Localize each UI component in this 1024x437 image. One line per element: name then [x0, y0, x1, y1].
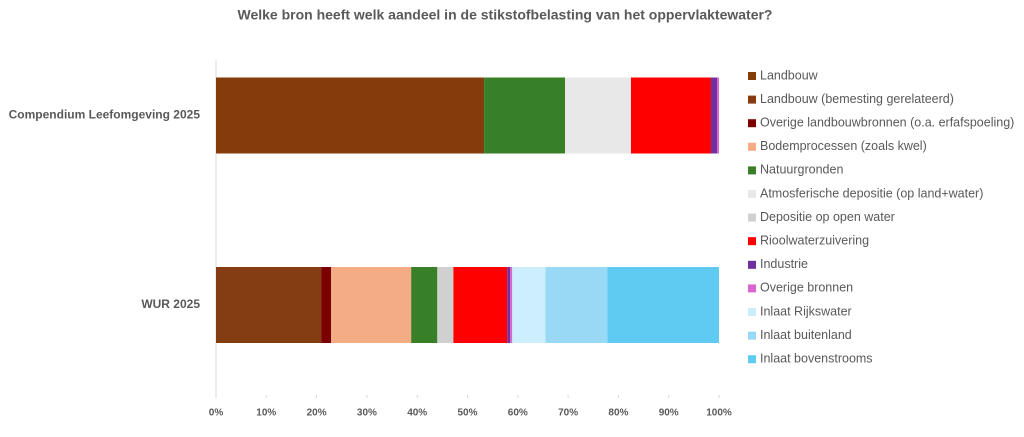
- x-tick-label: 20%: [307, 408, 327, 419]
- y-tick-label: Compendium Leefomgeving 2025: [9, 108, 201, 122]
- bar-segment: [453, 267, 508, 343]
- bar-segment: [484, 77, 566, 154]
- x-tick-label: 30%: [357, 408, 377, 419]
- bar-segment: [630, 77, 711, 154]
- x-tick-label: 40%: [407, 408, 427, 419]
- bar-segment: [545, 267, 608, 343]
- x-tick-label: 10%: [256, 408, 276, 419]
- bar-segment: [321, 267, 332, 343]
- bar-segment: [507, 267, 511, 343]
- legend-swatch: [748, 213, 756, 222]
- x-tick-label: 0%: [209, 408, 224, 419]
- bar-segment: [216, 267, 322, 343]
- legend-swatch: [748, 95, 756, 104]
- legend-swatch: [748, 166, 756, 175]
- legend-label: Overige landbouwbronnen (o.a. erfafspoel…: [760, 115, 1014, 129]
- legend-swatch: [748, 331, 756, 340]
- bar-segment: [716, 77, 719, 154]
- legend-swatch: [748, 190, 756, 198]
- legend-label: Landbouw: [760, 68, 819, 82]
- legend-label: Rioolwaterzuivering: [760, 233, 869, 247]
- legend-swatch: [748, 260, 756, 269]
- legend-label: Inlaat bovenstrooms: [760, 351, 873, 365]
- legend-swatch: [748, 237, 756, 246]
- legend-label: Bodemprocessen (zoals kwel): [760, 139, 927, 153]
- bar-segment: [331, 267, 412, 343]
- legend-label: Natuurgronden: [760, 163, 843, 177]
- legend-swatch: [748, 308, 756, 316]
- legend-label: Industrie: [760, 257, 808, 271]
- legend-label: Inlaat buitenland: [760, 328, 852, 342]
- bar-segment: [437, 267, 454, 343]
- legend-label: Depositie op open water: [760, 210, 895, 224]
- legend-label: Landbouw (bemesting gerelateerd): [760, 92, 954, 106]
- legend-label: Inlaat Rijkswater: [760, 304, 852, 318]
- bar-segment: [607, 267, 719, 343]
- legend-label: Atmosferische depositie (op land+water): [760, 186, 983, 200]
- chart-title: Welke bron heeft welk aandeel in de stik…: [237, 7, 772, 23]
- x-tick-label: 100%: [706, 408, 732, 419]
- bar-segment: [512, 267, 546, 343]
- bar-segment: [216, 77, 485, 154]
- y-tick-label: WUR 2025: [141, 297, 200, 311]
- bar-segment: [510, 267, 513, 343]
- x-tick-label: 50%: [457, 408, 477, 419]
- bar-segment: [411, 267, 438, 343]
- legend-label: Overige bronnen: [760, 281, 853, 295]
- x-tick-label: 60%: [508, 408, 528, 419]
- legend-swatch: [748, 72, 756, 80]
- bar-segment: [565, 77, 631, 154]
- legend-swatch: [748, 355, 756, 364]
- x-tick-label: 80%: [608, 408, 628, 419]
- x-tick-label: 90%: [659, 408, 679, 419]
- x-tick-label: 70%: [558, 408, 578, 419]
- bar-segment: [710, 77, 717, 154]
- legend-swatch: [748, 284, 756, 293]
- legend-swatch: [748, 142, 756, 151]
- legend-swatch: [748, 119, 756, 128]
